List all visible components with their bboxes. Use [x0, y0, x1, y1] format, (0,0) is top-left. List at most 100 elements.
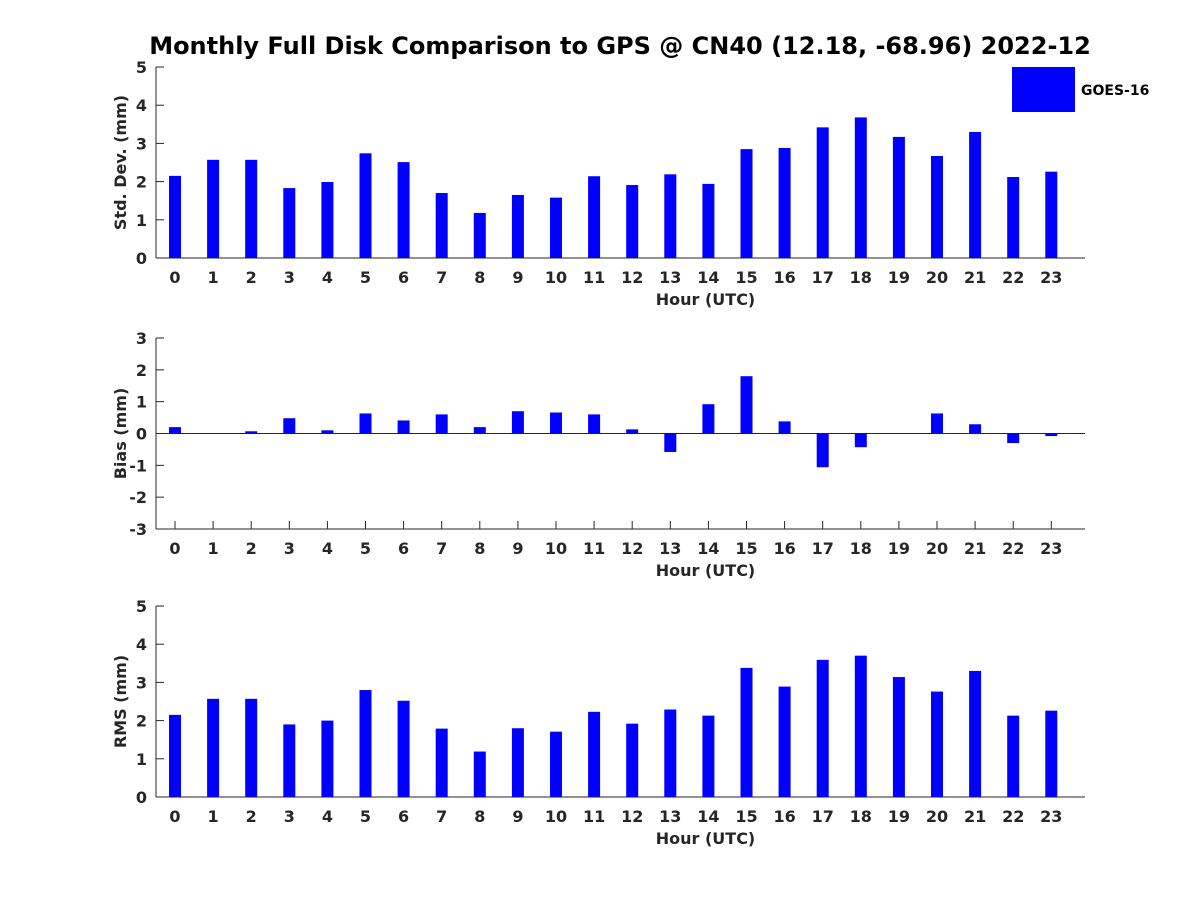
bar-rms-hour-9 — [511, 728, 524, 797]
y-axis-label-rms: RMS (mm) — [111, 655, 130, 748]
bar-std-hour-10 — [550, 197, 562, 258]
x-tick-label-rms: 6 — [398, 807, 409, 826]
x-tick-label-rms: 15 — [735, 807, 757, 826]
x-tick-label-rms: 0 — [169, 807, 180, 826]
y-tick-label-std: 2 — [136, 173, 147, 192]
y-tick-label-std: 5 — [136, 58, 147, 77]
x-tick-label-bias: 16 — [773, 539, 795, 558]
x-tick-label-std: 4 — [322, 268, 333, 287]
bar-bias-hour-3 — [283, 418, 296, 434]
bar-rms-hour-4 — [321, 720, 334, 797]
x-tick-label-std: 21 — [964, 268, 986, 287]
x-tick-label-rms: 17 — [812, 807, 834, 826]
bar-rms-hour-13 — [664, 709, 677, 797]
bar-rms-hour-7 — [435, 728, 448, 797]
y-tick-label-rms: 4 — [136, 635, 147, 654]
bar-rms-hour-5 — [359, 690, 372, 797]
bar-bias-hour-0 — [169, 427, 181, 434]
bar-rms-hour-15 — [740, 667, 753, 797]
bar-bias-hour-9 — [511, 411, 524, 434]
bar-bias-hour-2 — [245, 431, 258, 434]
bar-bias-hour-21 — [969, 424, 982, 434]
y-tick-label-std: 3 — [136, 134, 147, 153]
y-tick-label-std: 4 — [136, 96, 147, 115]
x-tick-label-std: 18 — [850, 268, 872, 287]
x-tick-label-std: 20 — [926, 268, 948, 287]
bar-std-hour-21 — [969, 131, 982, 258]
bar-bias-hour-15 — [740, 376, 753, 434]
x-tick-label-rms: 13 — [659, 807, 681, 826]
x-tick-label-std: 8 — [474, 268, 485, 287]
bar-std-hour-4 — [321, 181, 334, 258]
x-tick-label-rms: 2 — [246, 807, 257, 826]
x-tick-label-rms: 1 — [208, 807, 219, 826]
y-tick-label-std: 0 — [136, 249, 147, 268]
x-tick-label-bias: 14 — [697, 539, 719, 558]
bar-std-hour-22 — [1007, 177, 1020, 258]
bar-rms-hour-16 — [778, 686, 791, 797]
x-tick-label-bias: 18 — [850, 539, 872, 558]
bar-bias-hour-11 — [588, 414, 601, 434]
bar-bias-hour-13 — [664, 433, 677, 452]
x-tick-label-std: 7 — [436, 268, 447, 287]
x-tick-label-std: 5 — [360, 268, 371, 287]
x-tick-label-std: 13 — [659, 268, 681, 287]
y-tick-label-bias: -1 — [129, 456, 147, 475]
y-tick-label-rms: 5 — [136, 597, 147, 616]
x-tick-label-bias: 8 — [474, 539, 485, 558]
x-tick-label-rms: 10 — [545, 807, 567, 826]
x-tick-label-bias: 3 — [284, 539, 295, 558]
bar-bias-hour-20 — [931, 413, 943, 434]
bar-rms-hour-23 — [1045, 710, 1058, 797]
x-tick-label-std: 22 — [1002, 268, 1024, 287]
x-tick-label-std: 9 — [512, 268, 523, 287]
x-tick-label-bias: 1 — [208, 539, 219, 558]
x-tick-label-bias: 17 — [812, 539, 834, 558]
legend-swatch-goes16 — [1012, 67, 1075, 112]
x-tick-label-bias: 19 — [888, 539, 910, 558]
x-tick-label-rms: 23 — [1040, 807, 1062, 826]
legend: GOES-16 — [1012, 67, 1149, 112]
x-tick-label-rms: 21 — [964, 807, 986, 826]
bar-std-hour-14 — [702, 183, 715, 258]
bar-rms-hour-18 — [854, 655, 867, 797]
x-axis-label-rms: Hour (UTC) — [656, 829, 756, 848]
x-tick-label-std: 11 — [583, 268, 605, 287]
x-tick-label-bias: 2 — [246, 539, 257, 558]
y-tick-label-bias: 3 — [136, 329, 147, 348]
bar-std-hour-23 — [1045, 171, 1058, 258]
y-axis-label-bias: Bias (mm) — [111, 388, 130, 480]
x-tick-label-bias: 15 — [735, 539, 757, 558]
y-tick-label-rms: 3 — [136, 673, 147, 692]
x-tick-label-bias: 12 — [621, 539, 643, 558]
x-tick-label-rms: 19 — [888, 807, 910, 826]
bar-std-hour-1 — [207, 159, 220, 258]
bar-bias-hour-16 — [778, 421, 791, 434]
bar-rms-hour-2 — [245, 698, 258, 797]
bar-std-hour-6 — [397, 162, 410, 258]
bar-std-hour-13 — [664, 174, 677, 258]
x-tick-label-rms: 5 — [360, 807, 371, 826]
x-tick-label-std: 19 — [888, 268, 910, 287]
y-tick-label-bias: 1 — [136, 393, 147, 412]
y-tick-label-std: 1 — [136, 211, 147, 230]
bar-std-hour-8 — [473, 212, 486, 258]
bar-std-hour-17 — [816, 127, 829, 258]
bar-rms-hour-21 — [969, 670, 982, 797]
chart-title: Monthly Full Disk Comparison to GPS @ CN… — [149, 32, 1091, 60]
y-tick-label-bias: 0 — [136, 425, 147, 444]
x-tick-label-bias: 6 — [398, 539, 409, 558]
bar-bias-hour-17 — [816, 433, 829, 468]
x-tick-label-rms: 18 — [850, 807, 872, 826]
y-tick-label-rms: 0 — [136, 788, 147, 807]
x-axis-label-bias: Hour (UTC) — [656, 561, 756, 580]
x-tick-label-rms: 12 — [621, 807, 643, 826]
bar-rms-hour-0 — [169, 714, 181, 797]
x-tick-label-bias: 9 — [512, 539, 523, 558]
x-tick-label-std: 16 — [773, 268, 795, 287]
bar-rms-hour-14 — [702, 715, 715, 797]
